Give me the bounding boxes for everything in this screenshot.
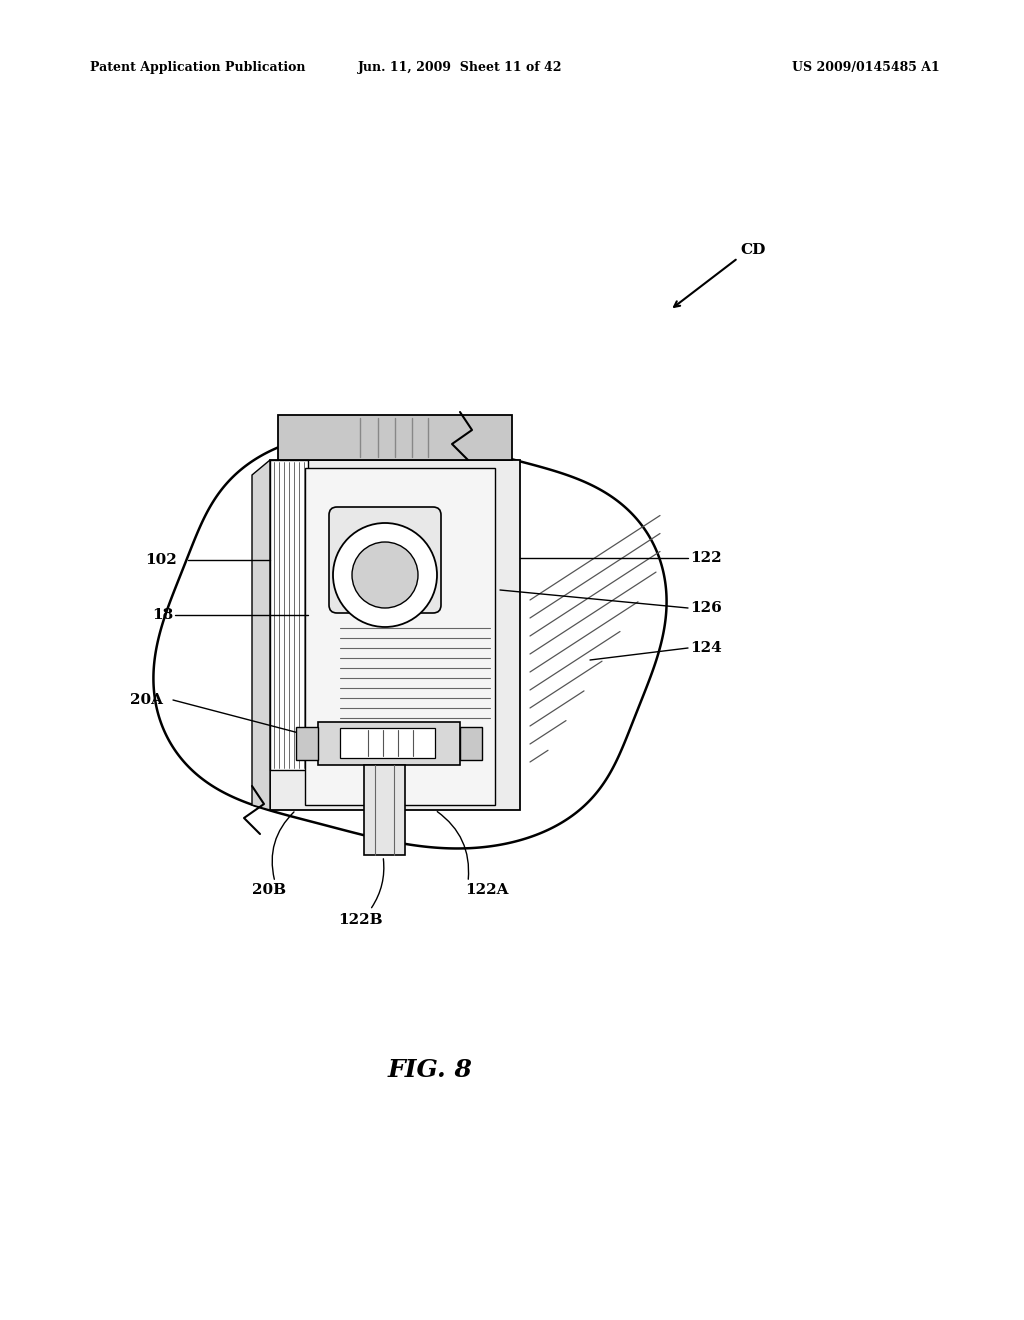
Text: FIG. 8: FIG. 8	[387, 1059, 472, 1082]
Polygon shape	[270, 459, 308, 770]
Text: 122A: 122A	[465, 883, 509, 898]
Polygon shape	[278, 414, 512, 459]
Text: 122: 122	[690, 550, 722, 565]
Text: Jun. 11, 2009  Sheet 11 of 42: Jun. 11, 2009 Sheet 11 of 42	[357, 62, 562, 74]
Polygon shape	[252, 459, 270, 810]
Circle shape	[352, 543, 418, 609]
Text: CD: CD	[740, 243, 765, 257]
Polygon shape	[364, 766, 406, 855]
Text: US 2009/0145485 A1: US 2009/0145485 A1	[793, 62, 940, 74]
Circle shape	[333, 523, 437, 627]
Text: 126: 126	[690, 601, 722, 615]
FancyBboxPatch shape	[329, 507, 441, 612]
Polygon shape	[340, 729, 435, 758]
Text: 102: 102	[145, 553, 177, 568]
FancyBboxPatch shape	[296, 727, 318, 760]
Text: 20B: 20B	[252, 883, 286, 898]
Polygon shape	[318, 722, 460, 766]
Polygon shape	[305, 469, 495, 805]
Polygon shape	[154, 432, 667, 849]
Polygon shape	[270, 459, 520, 810]
Text: 18: 18	[152, 609, 173, 622]
Text: 20A: 20A	[130, 693, 163, 708]
Text: 124: 124	[690, 642, 722, 655]
Text: 122B: 122B	[338, 913, 382, 927]
Text: Patent Application Publication: Patent Application Publication	[90, 62, 305, 74]
FancyBboxPatch shape	[460, 727, 482, 760]
